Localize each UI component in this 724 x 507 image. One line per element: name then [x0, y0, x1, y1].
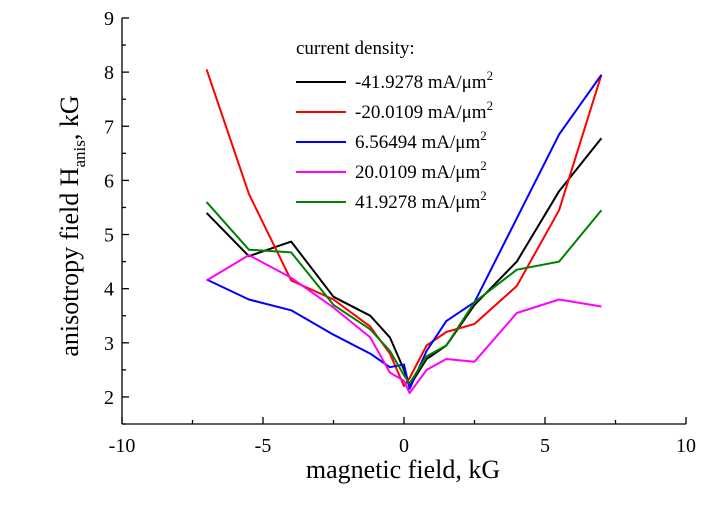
legend-label: 20.0109 mA/μm2 — [355, 158, 487, 183]
x-tick-label: 10 — [676, 435, 696, 457]
x-tick-label: -5 — [255, 435, 272, 457]
y-tick-label: 9 — [104, 8, 114, 30]
y-axis-title-main: anisotropy field H — [55, 167, 84, 356]
y-tick-label: 4 — [104, 279, 114, 301]
x-tick-label: 0 — [399, 435, 409, 457]
y-axis-title: anisotropy field Hanis, kG — [55, 95, 89, 356]
legend: current density: -41.9278 mA/μm2 -20.0109 … — [296, 38, 493, 213]
axes: 2 3 4 5 6 7 8 9 -10 -5 0 5 10 — [104, 8, 696, 457]
series-line-3 — [206, 254, 602, 395]
plot-lines — [205, 69, 603, 395]
legend-label: -41.9278 mA/μm2 — [355, 68, 493, 93]
legend-label: -20.0109 mA/μm2 — [355, 98, 493, 123]
legend-label: 41.9278 mA/μm2 — [355, 188, 487, 213]
series-line-2 — [206, 74, 603, 390]
y-axis-title-sub: anis — [70, 140, 89, 167]
y-tick-label: 3 — [104, 333, 114, 355]
y-tick-label: 6 — [104, 170, 114, 192]
y-axis-title-unit: , kG — [55, 95, 84, 140]
y-tick-label: 7 — [104, 116, 114, 138]
x-tick-label: 5 — [540, 435, 550, 457]
y-tick-label: 2 — [104, 387, 114, 409]
legend-label: 6.56494 mA/μm2 — [355, 128, 487, 153]
legend-title: current density: — [296, 38, 415, 59]
series-line-4 — [205, 201, 603, 385]
x-tick-label: -10 — [109, 435, 136, 457]
y-tick-label: 5 — [104, 225, 114, 247]
x-axis-title: magnetic field, kG — [306, 455, 500, 484]
y-tick-label: 8 — [104, 62, 114, 84]
